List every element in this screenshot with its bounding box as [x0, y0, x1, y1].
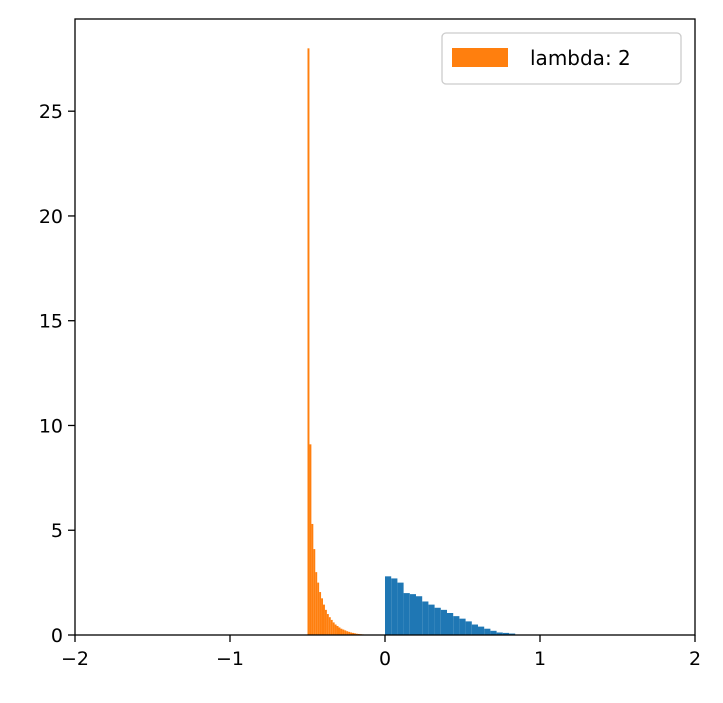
y-tick-label: 5 — [51, 520, 63, 542]
legend: lambda: 2 — [441, 32, 682, 85]
bar-series-0-bin-4 — [409, 594, 416, 635]
x-axis: −2 −1 0 1 2 — [61, 635, 701, 670]
bar-series-1-bin-12 — [330, 619, 333, 635]
bar-series-0-bin-2 — [397, 582, 404, 635]
bar-series-0-bin-15 — [478, 626, 485, 635]
x-tick-label: −1 — [216, 648, 244, 670]
bar-series-1-bin-15 — [336, 625, 339, 635]
x-tick-label: 1 — [534, 648, 546, 670]
x-tick-label: 0 — [379, 648, 391, 670]
legend-swatch — [452, 48, 508, 67]
bar-series-0-bin-16 — [484, 628, 491, 635]
bar-series-0-bin-10 — [447, 613, 454, 635]
legend-label: lambda: 2 — [530, 46, 631, 70]
bar-series-1-bin-18 — [342, 629, 345, 635]
bar-series-1-bin-20 — [346, 631, 349, 635]
bar-series-0-bin-11 — [453, 616, 460, 635]
bar-series-1-bin-10 — [326, 614, 329, 635]
bar-series-1-bin-14 — [334, 624, 337, 635]
bar-series-1-bin-1 — [309, 444, 312, 635]
bar-series-0-bin-5 — [416, 596, 423, 635]
bar-series-1-bin-16 — [338, 627, 341, 635]
bar-series-0-bin-9 — [440, 609, 447, 635]
bar-series-1-bin-2 — [311, 523, 314, 635]
bar-series-1-bin-22 — [350, 632, 353, 635]
bar-series-1-bin-7 — [321, 598, 323, 635]
bar-series-1-bin-19 — [344, 630, 347, 635]
y-tick-label: 10 — [39, 415, 63, 437]
bar-series-1-bin-23 — [352, 632, 354, 635]
y-tick-label: 25 — [39, 101, 63, 123]
bar-series-1-bin-11 — [328, 617, 331, 635]
bar-series-1-bin-21 — [348, 631, 351, 635]
bar-series-1-bin-13 — [332, 622, 335, 635]
bar-series-0-bin-12 — [459, 618, 466, 635]
bar-series-1-bin-9 — [324, 609, 327, 635]
bar-series-1-bin-17 — [340, 628, 343, 635]
bar-series-1-bin-3 — [313, 549, 316, 635]
bar-series-0-bin-3 — [403, 593, 410, 635]
bar-series-0-bin-19 — [502, 632, 509, 635]
bar-series-0-bin-0 — [385, 576, 392, 635]
bar-series-1-bin-4 — [315, 572, 318, 635]
y-tick-label: 15 — [39, 311, 63, 333]
bar-series-0-bin-17 — [490, 630, 497, 635]
bar-series-0-bin-18 — [496, 632, 503, 635]
bar-series-1-bin-8 — [323, 604, 325, 635]
bar-series-1-bin-24 — [354, 633, 356, 635]
bar-series-0-bin-14 — [471, 624, 478, 635]
y-tick-label: 20 — [39, 206, 63, 228]
x-tick-label: −2 — [61, 648, 89, 670]
legend-box — [441, 32, 682, 85]
bar-series-1-bin-0 — [307, 48, 310, 636]
bar-series-0-bin-20 — [509, 633, 516, 635]
x-tick-label: 2 — [689, 648, 701, 670]
bar-series-0-bin-13 — [465, 621, 472, 635]
bar-series-0-bin-8 — [434, 607, 441, 635]
y-tick-label: 0 — [51, 625, 63, 647]
bars-layer — [307, 48, 516, 636]
bar-series-1-bin-6 — [319, 592, 322, 635]
bar-series-0-bin-7 — [428, 604, 435, 635]
bar-series-0-bin-6 — [422, 601, 429, 635]
bar-series-1-bin-5 — [317, 582, 320, 635]
bar-series-0-bin-1 — [391, 578, 398, 635]
y-axis: 0 5 10 15 20 25 — [39, 101, 75, 647]
